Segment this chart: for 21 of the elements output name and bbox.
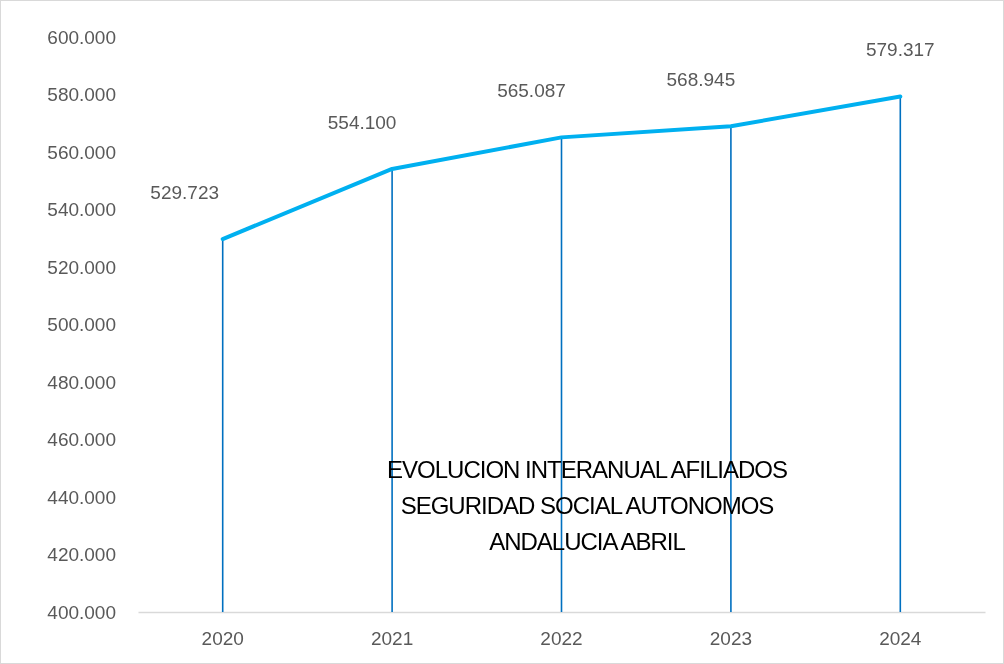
text: 565.087 [497,80,566,102]
x-tick-label: 2022 [540,628,583,650]
y-tick-label: 560.000 [47,141,116,163]
text: 529.723 [150,182,220,204]
text: 579.317 [865,39,935,61]
y-tick-label: 400.000 [47,601,116,623]
y-tick-label: 520.000 [47,256,116,278]
x-tick-label: 2024 [879,628,922,650]
y-tick-label: 440.000 [47,486,116,508]
y-tick-label: 580.000 [47,84,116,106]
y-tick-label: 540.000 [47,199,116,221]
x-tick-label: 2021 [370,628,414,650]
x-tick-label: 2020 [201,628,244,650]
y-tick-label: 600.000 [47,26,116,48]
y-tick-label: 460.000 [47,429,116,451]
text: 568.945 [666,69,736,91]
y-tick-label: 420.000 [47,544,116,566]
y-tick-label: 480.000 [47,371,116,393]
text: 554.100 [327,111,397,133]
x-tick-label: 2023 [709,628,753,650]
y-tick-label: 500.000 [47,314,116,336]
